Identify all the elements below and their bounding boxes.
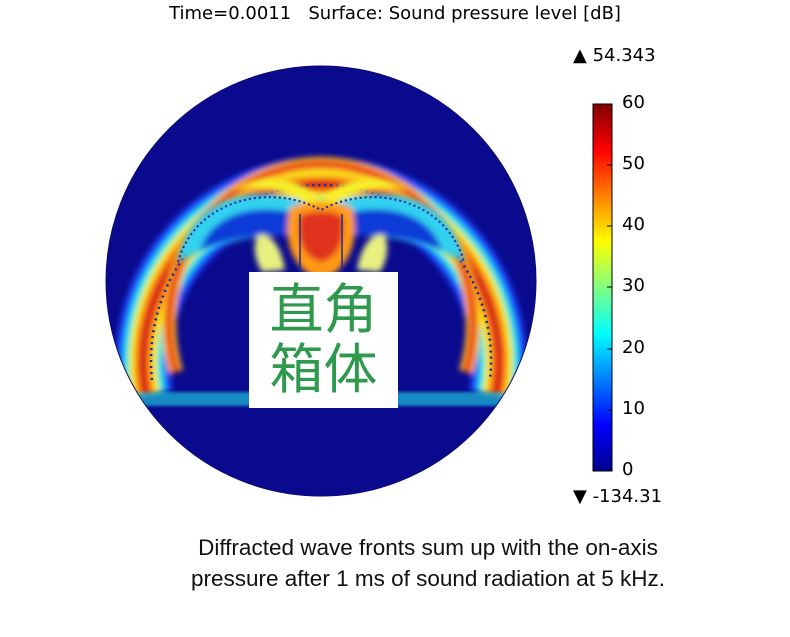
colorbar-max-marker: ▲ 54.343 [573,45,656,66]
colorbar-tick-label: 30 [622,275,645,296]
surface-label: Surface: Sound pressure level [dB] [308,3,621,24]
plot-title: Time=0.0011 Surface: Sound pressure leve… [0,3,790,24]
caption-line-1: Diffracted wave fronts sum up with the o… [198,535,658,560]
colorbar-tick-label: 60 [622,92,645,113]
colorbar-min-marker: ▼ -134.31 [573,486,663,507]
figure-caption: Diffracted wave fronts sum up with the o… [118,532,738,594]
colorbar-tick-label: 10 [622,398,645,419]
colorbar-tick-label: 40 [622,214,645,235]
caption-line-2: pressure after 1 ms of sound radiation a… [191,566,665,591]
colorbar-tick-label: 20 [622,337,645,358]
enclosure-label: 直角箱体 [269,278,378,401]
colorbar-ticks [607,103,612,472]
time-label: Time=0.0011 [169,3,292,24]
colorbar-tick-label: 50 [622,153,645,174]
colorbar [592,103,613,472]
colorbar-tick-label: 0 [622,459,634,480]
enclosure-label-box: 直角箱体 [249,272,398,408]
